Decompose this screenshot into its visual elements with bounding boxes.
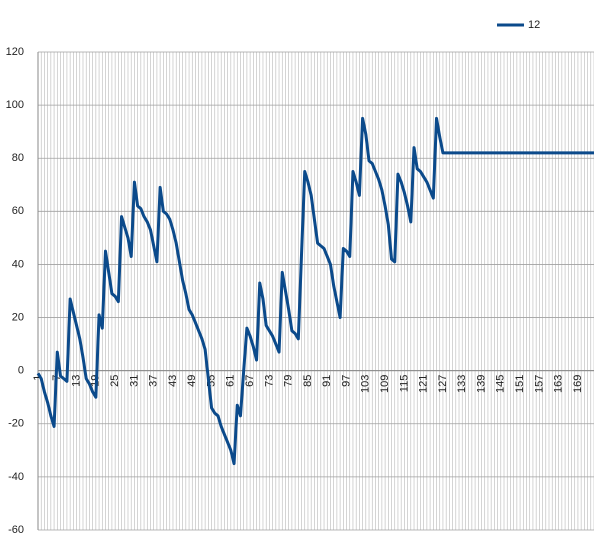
x-tick-label: 151 (514, 375, 526, 393)
y-tick-label: 0 (18, 365, 24, 377)
y-tick-label: 120 (6, 46, 24, 58)
y-tick-label: 100 (6, 99, 24, 111)
y-tick-label: 60 (12, 205, 24, 217)
y-tick-label: -40 (8, 471, 24, 483)
x-tick-label: 79 (283, 375, 295, 387)
y-tick-label: -20 (8, 418, 24, 430)
x-tick-label: 133 (456, 375, 468, 393)
x-tick-label: 61 (225, 375, 237, 387)
x-tick-label: 103 (360, 375, 372, 393)
y-tick-label: 40 (12, 258, 24, 270)
y-tick-label: -60 (8, 524, 24, 536)
x-tick-label: 73 (263, 375, 275, 387)
series-line (36, 116, 594, 466)
x-tick-label: 115 (398, 375, 410, 393)
x-tick-label: 109 (379, 375, 391, 393)
x-tick-label: 91 (321, 375, 333, 387)
x-tick-label: 37 (148, 375, 160, 387)
x-tick-label: 49 (186, 375, 198, 387)
x-tick-label: 67 (244, 375, 256, 387)
x-tick-label: 157 (533, 375, 545, 393)
x-tick-label: 163 (553, 375, 565, 393)
x-tick-label: 145 (495, 375, 507, 393)
x-tick-label: 25 (109, 375, 121, 387)
y-tick-label: 80 (12, 152, 24, 164)
x-tick-label: 97 (340, 375, 352, 387)
x-tick-label: 169 (572, 375, 584, 393)
x-tick-label: 121 (418, 375, 430, 393)
x-tick-label: 139 (475, 375, 487, 393)
y-tick-label: 20 (12, 311, 24, 323)
x-tick-label: 85 (302, 375, 314, 387)
x-tick-label: 13 (70, 375, 82, 387)
legend-label: 12 (528, 19, 540, 31)
x-tick-label: 31 (128, 375, 140, 387)
x-tick-label: 127 (437, 375, 449, 393)
x-tick-label: 1 (32, 375, 44, 381)
x-tick-label: 43 (167, 375, 179, 387)
